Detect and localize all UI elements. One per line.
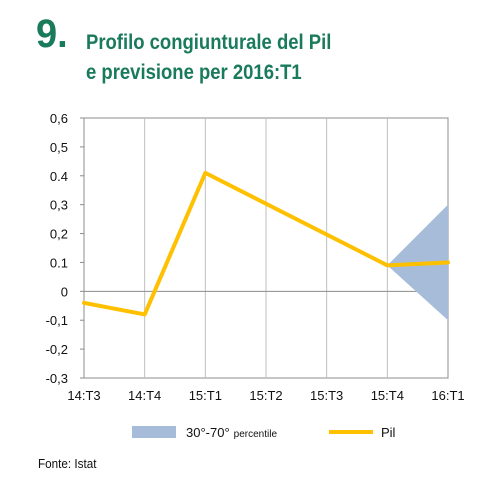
y-tick-label: 0,2 (50, 227, 68, 242)
legend-band-swatch (132, 426, 176, 438)
x-tick-label: 14:T4 (128, 388, 161, 403)
x-tick-label: 14:T3 (67, 388, 100, 403)
y-tick-label: 0,5 (50, 140, 68, 155)
legend-line-label: Pil (381, 425, 396, 440)
title-text: Profilo congiunturale del Pil e previsio… (86, 28, 438, 88)
legend-band-suffix: percentile (234, 429, 278, 440)
y-tick-label: 0.4 (50, 169, 68, 184)
x-tick-label: 15:T4 (371, 388, 404, 403)
plot-area (82, 117, 450, 379)
y-axis-ticks: 0,6 0,5 0.4 0,3 0,2 0.1 0 -0,1 -0,2 -0,3 (46, 111, 84, 386)
legend: 30°-70° percentile Pil (132, 425, 396, 440)
y-tick-label: 0,3 (50, 198, 68, 213)
legend-band-name: 30°-70° (186, 425, 230, 440)
x-tick-label: 15:T1 (189, 388, 222, 403)
title-line-1: Profilo congiunturale del Pil (86, 31, 332, 54)
x-axis-ticks: 14:T3 14:T4 15:T1 15:T2 15:T3 15:T4 16:T1 (67, 388, 464, 403)
x-tick-label: 15:T2 (249, 388, 282, 403)
legend-band-label: 30°-70° percentile (186, 425, 277, 440)
title-line-2: e previsione per 2016:T1 (86, 61, 302, 84)
y-tick-label: 0.1 (50, 255, 68, 270)
source-note: Fonte: Istat (38, 456, 97, 471)
y-tick-label: 0,6 (50, 111, 68, 126)
y-tick-label: -0,3 (46, 371, 68, 386)
x-tick-label: 15:T3 (310, 388, 343, 403)
y-tick-label: -0,2 (46, 342, 68, 357)
y-tick-label: -0,1 (46, 313, 68, 328)
pil-line (82, 170, 450, 317)
y-tick-label: 0 (61, 284, 68, 299)
title-number: 9. (36, 12, 68, 56)
x-tick-label: 16:T1 (431, 388, 464, 403)
